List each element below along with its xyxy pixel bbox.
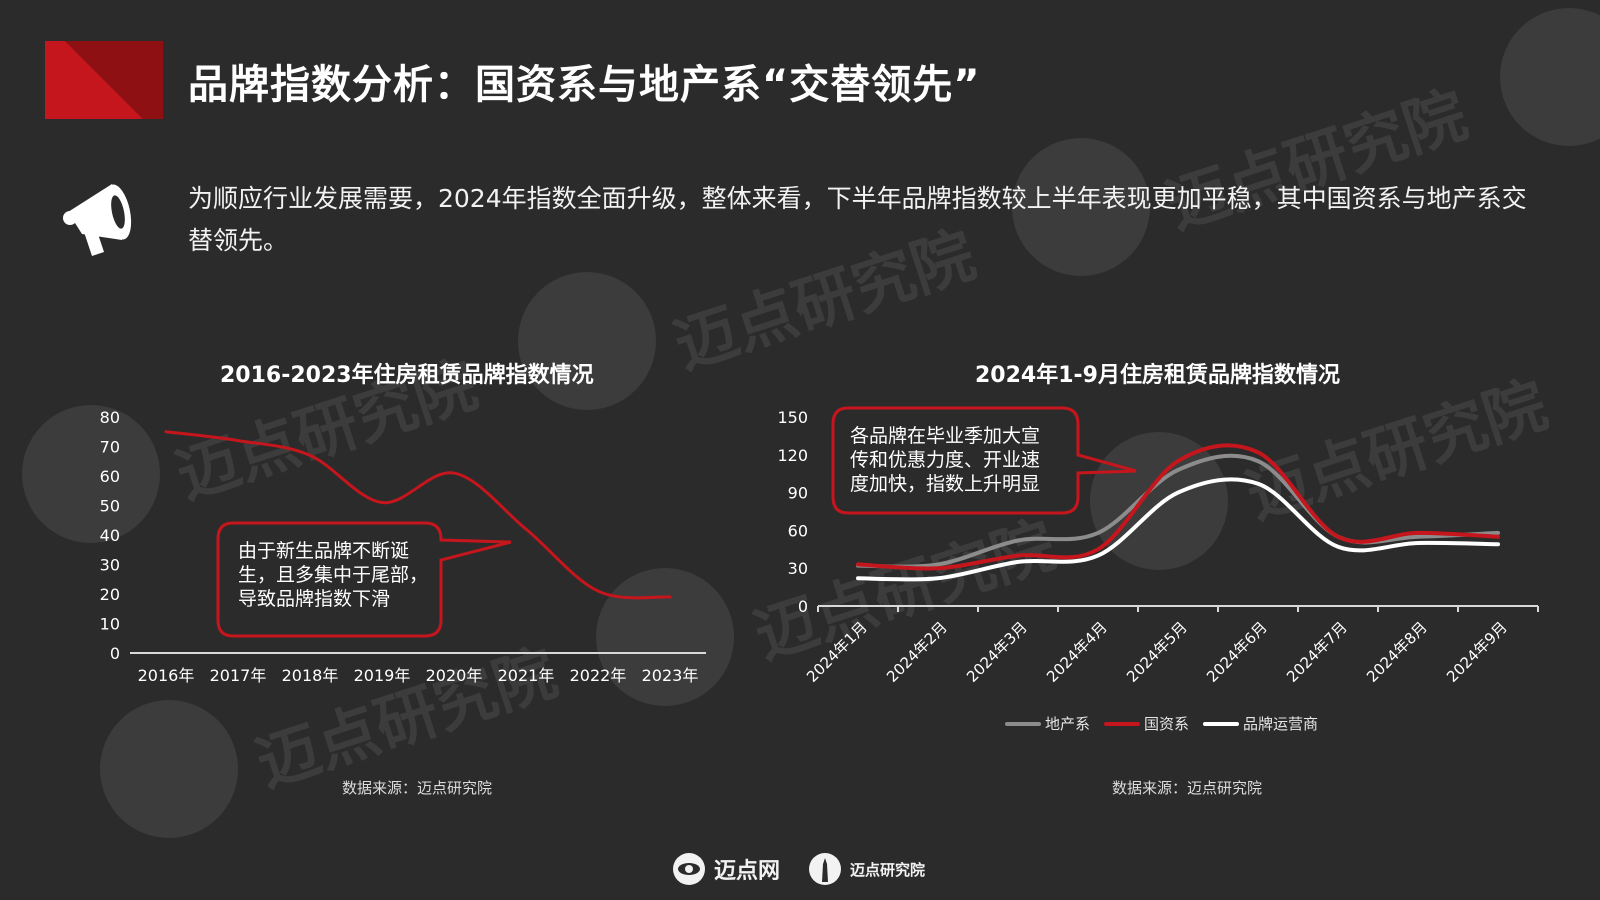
series-line-1: [856, 453, 1500, 569]
y-tick-label: 70: [100, 438, 120, 457]
callout-line: 传和优惠力度、开业速: [850, 449, 1041, 471]
y-tick-label: 80: [100, 408, 120, 427]
legend-item: 地产系: [1005, 713, 1090, 734]
x-tick-label: 2016年: [138, 666, 195, 685]
y-tick-label: 0: [110, 644, 120, 663]
right-chart-title: 2024年1-9月住房租赁品牌指数情况: [975, 363, 1340, 388]
y-tick-label: 30: [788, 559, 808, 578]
footer-brand-1: 迈点网: [672, 852, 780, 886]
right-callout-bubble: [831, 406, 1137, 515]
series-line-3: [856, 477, 1500, 582]
y-tick-label: 10: [100, 615, 120, 634]
callout-line: 生，且多集中于尾部，: [238, 564, 429, 586]
y-tick-label: 50: [100, 497, 120, 516]
x-tick-label: 2024年2月: [883, 618, 951, 686]
x-tick-label: 2024年9月: [1443, 618, 1511, 686]
x-tick-label: 2024年5月: [1123, 618, 1191, 686]
tower-logo-icon: [809, 853, 841, 885]
title-accent-block: [45, 41, 163, 119]
legend-label: 品牌运营商: [1243, 715, 1319, 733]
legend-item: 国资系: [1104, 713, 1189, 734]
y-tick-label: 40: [100, 526, 120, 545]
right-chart-legend: 地产系 国资系 品牌运营商: [1005, 713, 1318, 734]
x-tick-label: 2017年: [210, 666, 267, 685]
right-callout-text: 各品牌在毕业季加大宣 传和优惠力度、开业速 度加快，指数上升明显: [850, 424, 1040, 496]
right-line-chart: 0 30 60 90 120 150 2024年1月 2024年2月 2024年3月 2024年4…: [777, 408, 1539, 686]
y-tick-label: 90: [788, 484, 808, 503]
series-line-1: [164, 430, 672, 600]
x-tick-label: 2024年8月: [1363, 618, 1431, 686]
left-callout-bubble: [216, 521, 512, 638]
right-chart-source: 数据来源：迈点研究院: [1112, 779, 1263, 797]
watermark-logo: [518, 272, 656, 410]
x-tick-label: 2020年: [426, 666, 483, 685]
y-tick-label: 60: [788, 521, 808, 540]
left-callout-text: 由于新生品牌不断诞 生，且多集中于尾部， 导致品牌指数下滑: [238, 539, 428, 611]
callout-line: 度加快，指数上升明显: [850, 473, 1041, 495]
legend-swatch: [1203, 721, 1240, 726]
legend-label: 地产系: [1045, 715, 1091, 733]
x-tick-label: 2024年3月: [963, 618, 1031, 686]
y-tick-label: 0: [798, 597, 808, 616]
legend-swatch: [1005, 721, 1041, 726]
y-tick-label: 20: [100, 585, 120, 604]
left-chart-source: 数据来源：迈点研究院: [342, 779, 493, 797]
left-chart-title: 2016-2023年住房租赁品牌指数情况: [220, 363, 594, 388]
megaphone-icon: [63, 184, 132, 256]
intro-text: 为顺应行业发展需要，2024年指数全面升级，整体来看，下半年品牌指数较上半年表现…: [188, 184, 1527, 255]
x-tick-label: 2024年1月: [803, 618, 871, 686]
x-tick-label: 2024年4月: [1043, 618, 1111, 686]
page-title: 品牌指数分析：国资系与地产系“交替领先”: [188, 62, 981, 108]
callout-line: 由于新生品牌不断诞: [238, 540, 410, 562]
x-tick-label: 2019年: [354, 666, 411, 685]
legend-label: 国资系: [1144, 715, 1190, 733]
footer-brand-1-label: 迈点网: [714, 859, 781, 884]
series-line-2: [856, 443, 1500, 571]
footer-brand-2-label: 迈点研究院: [850, 860, 926, 879]
y-tick-label: 30: [100, 556, 120, 575]
x-tick-label: 2024年6月: [1203, 618, 1271, 686]
y-tick-label: 150: [777, 408, 808, 427]
footer-brand-2: 迈点研究院: [808, 852, 925, 886]
legend-item: 品牌运营商: [1203, 713, 1318, 734]
watermark-logo: [1500, 8, 1600, 146]
y-tick-label: 120: [777, 446, 808, 465]
watermark-logo: [100, 700, 238, 838]
callout-line: 导致品牌指数下滑: [238, 588, 391, 610]
callout-line: 各品牌在毕业季加大宣: [850, 425, 1041, 447]
x-tick-label: 2023年: [642, 666, 699, 685]
x-tick-label: 2022年: [570, 666, 627, 685]
legend-swatch: [1104, 721, 1141, 726]
x-tick-label: 2018年: [282, 666, 339, 685]
x-tick-label: 2021年: [498, 666, 555, 685]
eye-logo-icon: [673, 853, 705, 885]
x-tick-label: 2024年7月: [1283, 618, 1351, 686]
y-tick-label: 60: [100, 467, 120, 486]
left-line-chart: 0 10 20 30 40 50 60 70 80 2016年 2017年 2018年 2019年 202…: [100, 408, 706, 685]
